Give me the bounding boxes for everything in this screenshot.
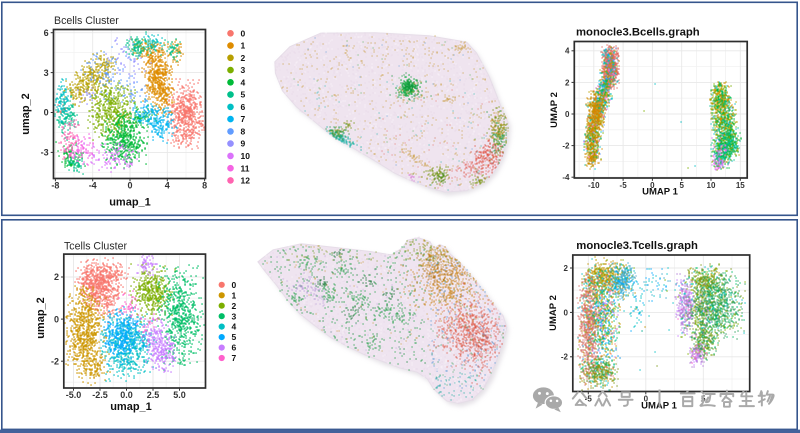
svg-text:8: 8 xyxy=(202,181,207,191)
svg-text:-4: -4 xyxy=(89,181,97,191)
svg-text:3: 3 xyxy=(232,311,237,321)
svg-text:9: 9 xyxy=(241,139,246,149)
svg-text:UMAP 2: UMAP 2 xyxy=(549,92,560,128)
svg-text:2: 2 xyxy=(241,53,246,63)
svg-text:5: 5 xyxy=(232,332,237,342)
svg-text:0.0: 0.0 xyxy=(120,390,133,400)
svg-text:4: 4 xyxy=(165,181,170,191)
svg-text:-2.5: -2.5 xyxy=(92,390,108,400)
svg-text:monocle3.Bcells.graph: monocle3.Bcells.graph xyxy=(576,27,700,39)
svg-text:3: 3 xyxy=(241,65,246,75)
svg-text:11: 11 xyxy=(241,163,250,173)
svg-text:-2: -2 xyxy=(51,356,59,366)
svg-text:-4: -4 xyxy=(562,173,570,182)
svg-text:15: 15 xyxy=(736,181,745,190)
svg-text:2: 2 xyxy=(564,264,569,273)
svg-text:10: 10 xyxy=(241,151,251,161)
svg-text:-5: -5 xyxy=(585,395,593,404)
svg-text:6: 6 xyxy=(232,343,237,353)
svg-text:10: 10 xyxy=(707,181,716,190)
svg-text:0: 0 xyxy=(127,181,132,191)
svg-text:-3: -3 xyxy=(41,148,49,158)
svg-text:6: 6 xyxy=(44,28,49,38)
svg-text:-10: -10 xyxy=(588,181,600,190)
svg-text:2: 2 xyxy=(54,272,59,282)
svg-text:-5.0: -5.0 xyxy=(66,390,82,400)
svg-text:2.5: 2.5 xyxy=(147,390,160,400)
svg-text:6: 6 xyxy=(241,102,246,112)
svg-text:5: 5 xyxy=(679,181,684,190)
svg-text:0: 0 xyxy=(650,181,655,190)
svg-text:0: 0 xyxy=(564,308,569,317)
svg-text:0: 0 xyxy=(241,28,246,38)
svg-text:0: 0 xyxy=(232,280,237,290)
svg-text:UMAP 1: UMAP 1 xyxy=(642,187,678,198)
svg-text:4: 4 xyxy=(241,77,246,87)
svg-text:4: 4 xyxy=(232,322,237,332)
svg-text:umap_2: umap_2 xyxy=(20,93,32,135)
svg-text:0: 0 xyxy=(54,314,59,324)
svg-text:5.0: 5.0 xyxy=(173,390,186,400)
svg-text:Tcells Cluster: Tcells Cluster xyxy=(64,241,127,253)
svg-text:4: 4 xyxy=(565,47,570,56)
svg-text:monocle3.Tcells.graph: monocle3.Tcells.graph xyxy=(576,240,698,252)
svg-text:umap_2: umap_2 xyxy=(35,297,47,339)
svg-text:7: 7 xyxy=(232,353,237,363)
svg-text:2: 2 xyxy=(232,301,237,311)
svg-text:0: 0 xyxy=(44,108,49,118)
svg-text:3: 3 xyxy=(44,68,49,78)
svg-text:5: 5 xyxy=(241,90,246,100)
svg-text:umap_1: umap_1 xyxy=(109,197,151,209)
svg-text:2: 2 xyxy=(565,78,570,87)
svg-text:0: 0 xyxy=(644,395,649,404)
svg-text:8: 8 xyxy=(241,127,246,137)
svg-text:7: 7 xyxy=(241,114,246,124)
svg-text:UMAP 2: UMAP 2 xyxy=(548,295,559,331)
svg-text:1: 1 xyxy=(241,41,246,51)
svg-text:-5: -5 xyxy=(620,181,628,190)
svg-text:Bcells Cluster: Bcells Cluster xyxy=(54,15,119,27)
svg-text:12: 12 xyxy=(241,176,251,186)
svg-text:1: 1 xyxy=(232,290,237,300)
svg-text:-2: -2 xyxy=(561,353,569,362)
svg-text:umap_1: umap_1 xyxy=(110,401,152,413)
svg-text:-8: -8 xyxy=(51,181,59,191)
svg-text:0: 0 xyxy=(565,110,570,119)
svg-text:-2: -2 xyxy=(562,142,570,151)
